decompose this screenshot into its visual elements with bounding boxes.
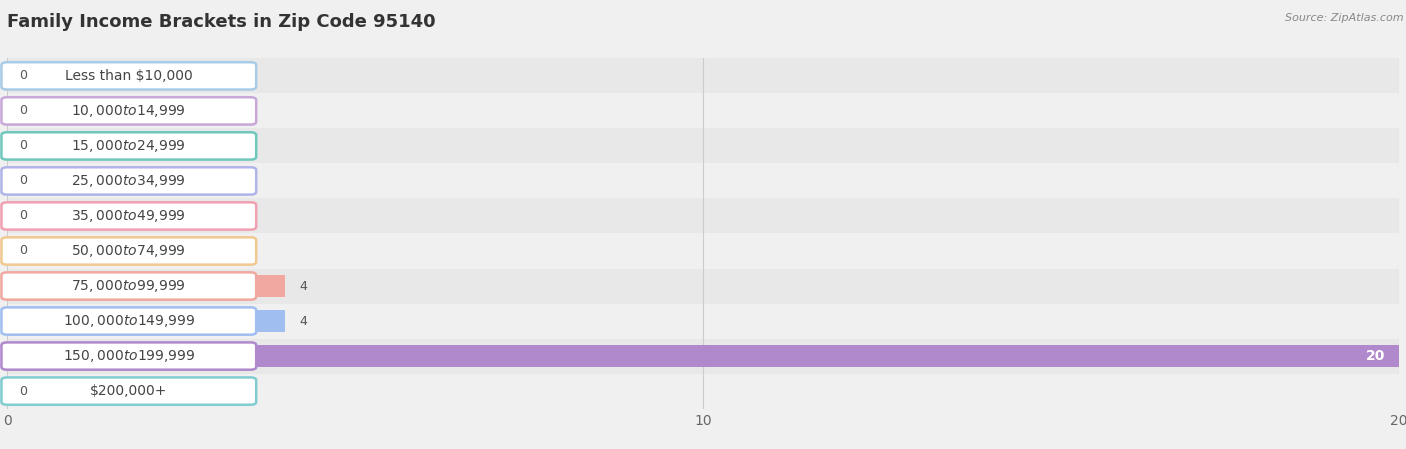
Bar [7, 100, 17, 122]
Text: Family Income Brackets in Zip Code 95140: Family Income Brackets in Zip Code 95140 [7, 13, 436, 31]
Text: 0: 0 [20, 385, 28, 397]
FancyBboxPatch shape [1, 273, 256, 299]
Bar [7, 58, 1399, 93]
FancyBboxPatch shape [1, 308, 256, 335]
FancyBboxPatch shape [1, 132, 256, 159]
FancyBboxPatch shape [1, 62, 256, 89]
Bar [7, 198, 1399, 233]
Bar [7, 233, 1399, 269]
Text: 0: 0 [20, 245, 28, 257]
Text: Less than $10,000: Less than $10,000 [65, 69, 193, 83]
Text: $75,000 to $99,999: $75,000 to $99,999 [72, 278, 186, 294]
Text: Source: ZipAtlas.com: Source: ZipAtlas.com [1285, 13, 1403, 23]
Bar [7, 128, 1399, 163]
Text: $100,000 to $149,999: $100,000 to $149,999 [63, 313, 195, 329]
Bar [7, 380, 17, 402]
FancyBboxPatch shape [1, 238, 256, 264]
Bar [7, 65, 17, 87]
Bar [7, 339, 1399, 374]
Bar [7, 275, 285, 297]
Text: 0: 0 [20, 70, 28, 82]
Bar [7, 304, 1399, 339]
Text: $200,000+: $200,000+ [90, 384, 167, 398]
FancyBboxPatch shape [1, 167, 256, 194]
Bar [7, 240, 17, 262]
Bar [7, 374, 1399, 409]
FancyBboxPatch shape [1, 378, 256, 405]
FancyBboxPatch shape [1, 343, 256, 370]
Text: $150,000 to $199,999: $150,000 to $199,999 [63, 348, 195, 364]
Text: 20: 20 [1365, 349, 1385, 363]
Text: $50,000 to $74,999: $50,000 to $74,999 [72, 243, 186, 259]
FancyBboxPatch shape [1, 202, 256, 229]
Text: 0: 0 [20, 175, 28, 187]
Text: 4: 4 [299, 315, 308, 327]
Bar [7, 93, 1399, 128]
Text: 0: 0 [20, 210, 28, 222]
FancyBboxPatch shape [1, 97, 256, 124]
Text: $25,000 to $34,999: $25,000 to $34,999 [72, 173, 186, 189]
Bar [7, 170, 17, 192]
Bar [7, 345, 1399, 367]
Text: $15,000 to $24,999: $15,000 to $24,999 [72, 138, 186, 154]
Text: 4: 4 [299, 280, 308, 292]
Text: $35,000 to $49,999: $35,000 to $49,999 [72, 208, 186, 224]
Text: 0: 0 [20, 140, 28, 152]
Bar [7, 135, 17, 157]
Bar [7, 310, 285, 332]
Bar [7, 163, 1399, 198]
Bar [7, 205, 17, 227]
Text: $10,000 to $14,999: $10,000 to $14,999 [72, 103, 186, 119]
Text: 0: 0 [20, 105, 28, 117]
Bar [7, 269, 1399, 304]
